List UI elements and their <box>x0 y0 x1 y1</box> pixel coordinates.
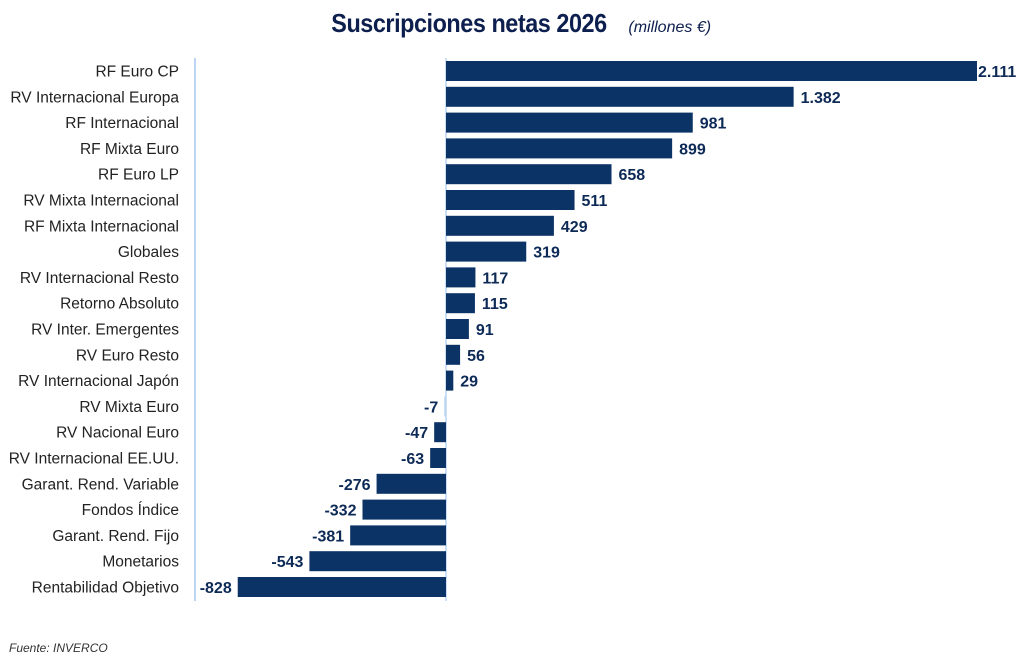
category-label: RV Internacional Resto <box>20 270 179 287</box>
bar <box>446 112 693 133</box>
bar <box>446 138 673 159</box>
bar <box>446 370 454 391</box>
category-label: RV Internacional Japón <box>18 373 179 390</box>
value-label: 56 <box>467 348 485 365</box>
bar <box>446 319 469 339</box>
category-label: Globales <box>118 244 179 261</box>
bar <box>237 577 446 597</box>
value-label: 658 <box>619 167 646 184</box>
value-label: 29 <box>460 374 478 391</box>
value-label: -276 <box>339 477 371 494</box>
bar <box>446 344 461 365</box>
bar <box>446 293 475 314</box>
category-label: Garant. Rend. Fijo <box>52 528 179 545</box>
bar <box>309 551 446 572</box>
bar <box>446 190 575 210</box>
value-label: -47 <box>405 425 428 442</box>
bar <box>430 448 446 468</box>
bar <box>376 473 446 494</box>
category-label: RF Mixta Euro <box>80 141 179 158</box>
bar <box>446 86 794 107</box>
value-label: 319 <box>533 245 560 262</box>
chart-title-main: Suscripciones netas 2026 <box>331 8 607 38</box>
chart-title: Suscripciones netas 2026 (millones €) <box>0 8 1027 39</box>
category-label: RV Mixta Internacional <box>23 193 179 210</box>
value-label: -63 <box>401 451 424 468</box>
value-label: -332 <box>324 503 356 520</box>
value-label: 981 <box>700 116 727 133</box>
category-label: RV Nacional Euro <box>56 425 179 442</box>
bar <box>350 525 446 546</box>
source-note: Fuente: INVERCO <box>9 641 108 655</box>
category-label: RF Euro CP <box>95 64 179 81</box>
value-label: 91 <box>476 322 494 339</box>
category-labels: RF Euro CP RV Internacional Europa RF Inte… <box>9 64 180 597</box>
category-label: RF Internacional <box>65 115 179 132</box>
value-label: 429 <box>561 219 588 236</box>
category-label: Monetarios <box>102 554 179 571</box>
chart-title-units: (millones €) <box>628 19 712 36</box>
value-label: 115 <box>482 296 508 313</box>
category-label: RV Inter. Emergentes <box>31 322 179 339</box>
category-label: RV Internacional EE.UU. <box>9 451 179 468</box>
bar <box>446 215 554 236</box>
bar <box>446 164 612 185</box>
category-label: RV Euro Resto <box>76 347 179 364</box>
category-label: Rentabilidad Objetivo <box>32 580 179 597</box>
category-label: RV Mixta Euro <box>79 399 179 416</box>
value-label: -543 <box>271 554 303 571</box>
bar <box>444 396 446 417</box>
value-label: -828 <box>200 580 232 597</box>
value-label: 511 <box>582 193 608 210</box>
bar <box>434 422 446 443</box>
bar <box>446 267 476 288</box>
bar <box>446 241 527 262</box>
bar <box>446 61 977 81</box>
bar <box>362 499 446 520</box>
value-label: 1.382 <box>801 90 841 107</box>
category-label: RF Euro LP <box>98 167 179 184</box>
category-label: Fondos Índice <box>82 502 179 519</box>
category-label: Retorno Absoluto <box>60 296 179 313</box>
value-label: 117 <box>482 270 508 287</box>
value-label: -381 <box>312 528 344 545</box>
value-label: 899 <box>679 141 706 158</box>
category-label: RF Mixta Internacional <box>24 218 179 235</box>
category-label: RV Internacional Europa <box>10 89 179 106</box>
category-label: Garant. Rend. Variable <box>22 476 179 493</box>
value-label: 2.111 <box>978 64 1016 81</box>
value-label: -7 <box>424 399 438 416</box>
bars <box>237 61 977 597</box>
